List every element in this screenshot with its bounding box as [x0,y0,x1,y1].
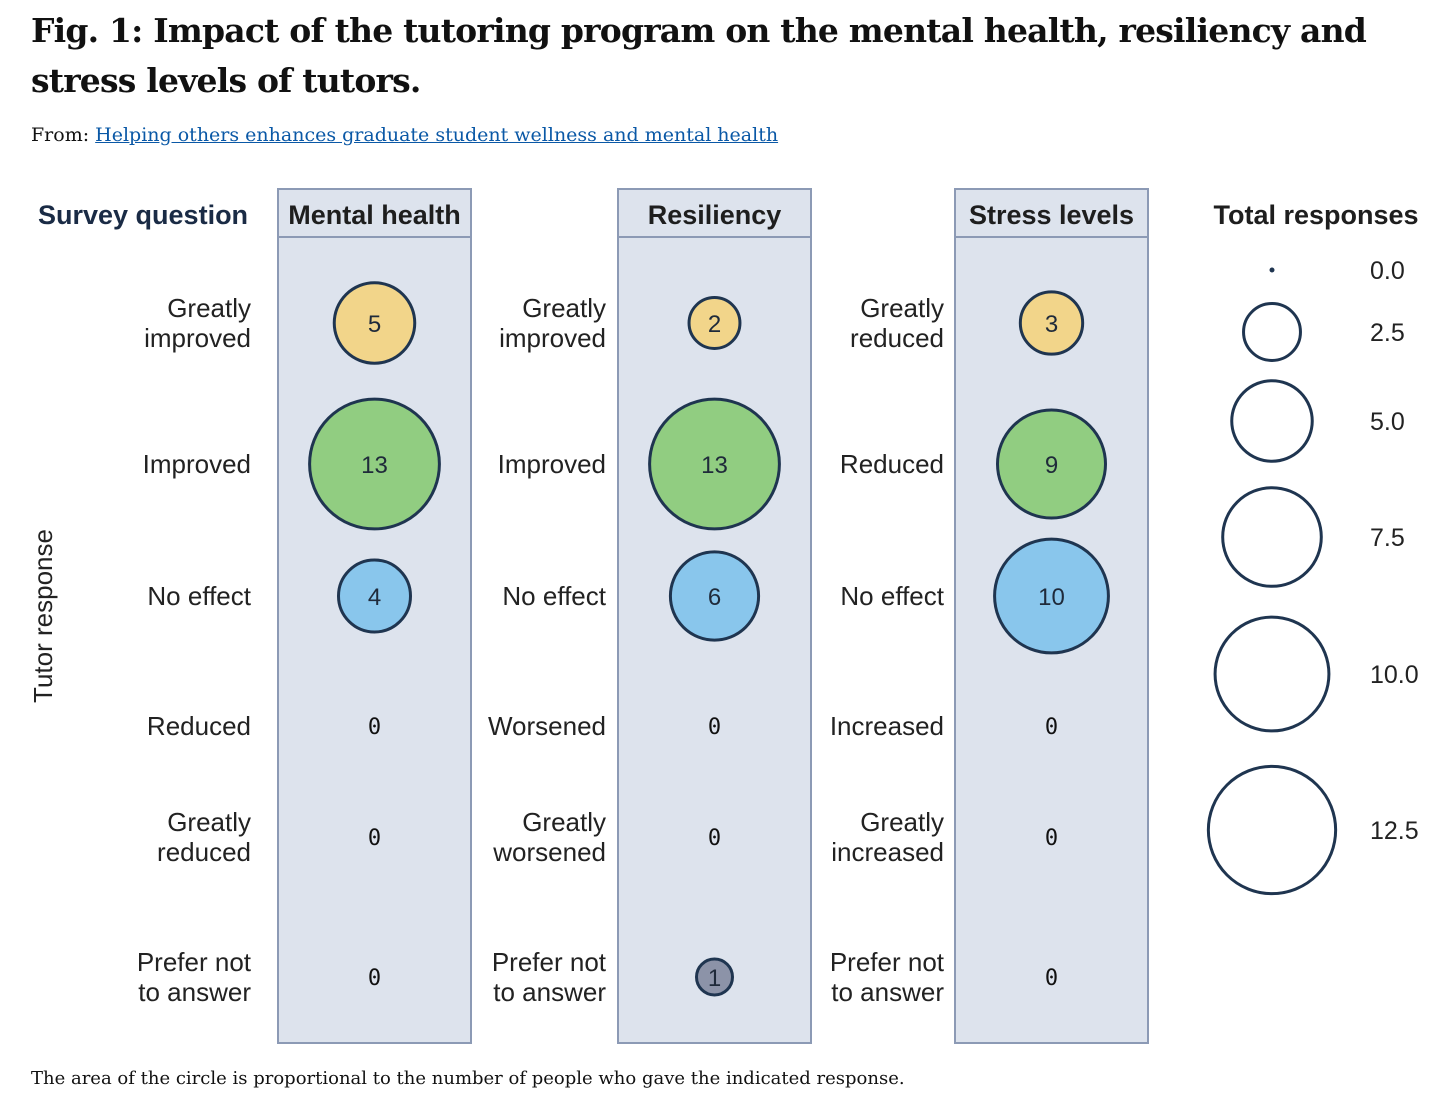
size-legend-label: 12.5 [1370,817,1419,845]
survey-question-header: Survey question [38,200,248,230]
response-label: to answer [493,977,606,1007]
response-bubble [668,550,761,642]
zero-value-label: 0 [368,715,381,740]
figure-caption: The area of the circle is proportional t… [31,1068,905,1089]
response-label: improved [499,323,606,353]
response-label: Greatly [167,807,251,837]
zero-value-label: 0 [368,826,381,851]
response-label: Greatly [860,293,944,323]
response-label: No effect [147,581,251,611]
response-label: Greatly [522,807,606,837]
response-label: No effect [502,581,606,611]
response-label: Reduced [147,711,251,741]
response-label: improved [144,323,251,353]
size-legend-circle [1206,764,1338,896]
bubble-value-label: 13 [361,452,388,479]
zero-value-label: 0 [1045,966,1058,991]
bubble-value-label: 9 [1045,452,1058,479]
zero-value-label: 0 [708,715,721,740]
size-legend-title: Total responses [1213,200,1418,230]
bubble-value-label: 5 [368,311,381,338]
size-legend-circle [1221,486,1323,588]
bubble-value-label: 4 [368,584,381,611]
response-label: Prefer not [492,947,607,977]
response-label: Improved [498,449,606,479]
response-bubble [996,408,1107,520]
bubble-value-label: 3 [1045,311,1058,338]
zero-value-label: 0 [368,966,381,991]
size-legend-label: 2.5 [1370,319,1405,347]
response-label: Prefer not [137,947,252,977]
response-label: to answer [138,977,251,1007]
response-bubble [1018,290,1085,356]
response-bubble [993,537,1110,655]
size-legend-circle [1230,379,1314,463]
response-bubble [648,397,781,531]
figure-title: Fig. 1: Impact of the tutoring program o… [31,11,1367,100]
response-label: Greatly [167,293,251,323]
size-legend-circle [1242,302,1302,362]
bubble-value-label: 10 [1038,584,1065,611]
response-label: reduced [157,837,251,867]
bubble-value-label: 2 [708,311,721,338]
response-label: Greatly [860,807,944,837]
response-label: increased [831,837,944,867]
size-legend-dot [1269,267,1275,273]
response-label: Greatly [522,293,606,323]
response-bubble [687,296,742,350]
size-legend-label: 0.0 [1370,257,1405,285]
y-axis-label: Tutor response [28,529,58,703]
response-bubble [332,281,417,365]
zero-value-label: 0 [1045,826,1058,851]
source-article-link[interactable]: Helping others enhances graduate student… [95,124,779,146]
bubble-value-label: 6 [708,584,721,611]
figure-source: From: Helping others enhances graduate s… [31,124,778,146]
response-bubble [337,558,412,634]
size-legend-label: 7.5 [1370,524,1405,552]
panel-2-title: Stress levels [969,200,1134,230]
panel-0-title: Mental health [288,200,461,230]
response-label: Prefer not [830,947,945,977]
size-legend-circle [1213,615,1331,733]
response-label: No effect [840,581,944,611]
bubble-value-label: 13 [701,452,728,479]
size-legend-label: 5.0 [1370,408,1405,436]
response-label: reduced [850,323,944,353]
panel-1-title: Resiliency [648,200,782,230]
response-label: Improved [143,449,251,479]
source-prefix: From: [31,124,90,146]
zero-value-label: 0 [1045,715,1058,740]
bubble-value-label: 1 [708,965,721,992]
response-label: to answer [831,977,944,1007]
size-legend-label: 10.0 [1370,661,1419,689]
response-label: Reduced [840,449,944,479]
response-label: Increased [830,711,944,741]
zero-value-label: 0 [708,826,721,851]
response-bubble [695,957,734,997]
response-label: worsened [492,837,606,867]
response-label: Worsened [488,711,606,741]
response-bubble [308,397,441,531]
